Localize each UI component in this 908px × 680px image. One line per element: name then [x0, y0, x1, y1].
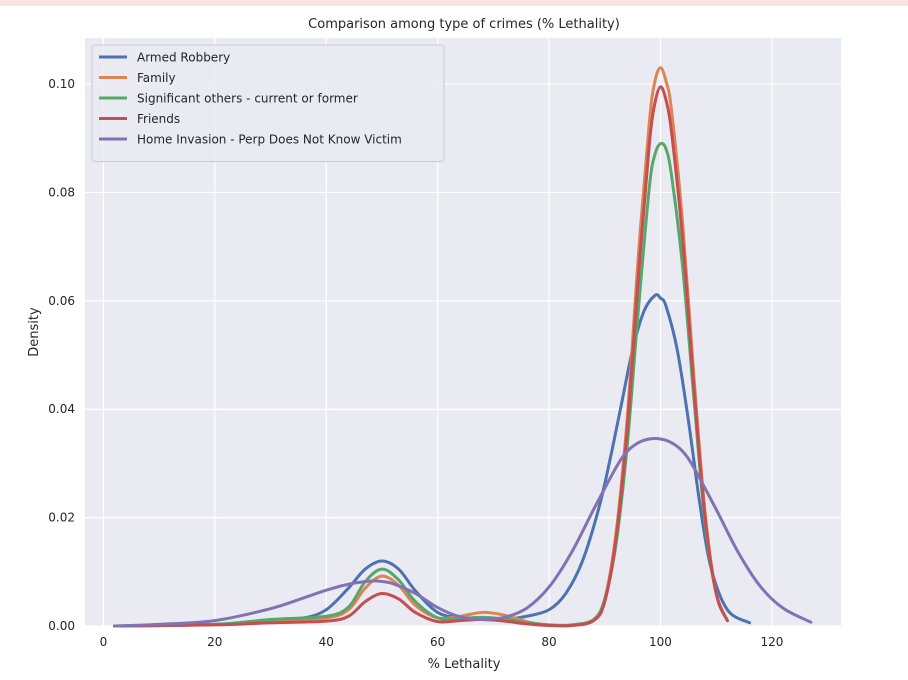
y-tick-label: 0.10 — [48, 77, 75, 91]
legend-box — [91, 44, 445, 162]
top-strip — [0, 0, 908, 6]
x-tick-label: 120 — [760, 635, 783, 649]
series-layer — [113, 66, 813, 628]
x-tick-label: 100 — [649, 635, 672, 649]
y-tick-label: 0.00 — [48, 619, 75, 633]
y-axis-ticks: 0.00 0.02 0.04 0.06 0.08 0.10 — [48, 77, 75, 633]
x-axis-label: % Lethality — [428, 657, 501, 672]
y-axis-label: Density — [27, 307, 42, 357]
legend-label: Friends — [137, 112, 180, 126]
x-tick-label: 20 — [207, 635, 222, 649]
x-tick-label: 0 — [100, 635, 108, 649]
chart-title: Comparison among type of crimes (% Letha… — [308, 17, 620, 32]
y-tick-label: 0.02 — [48, 511, 75, 525]
x-tick-label: 80 — [541, 635, 556, 649]
legend-label: Significant others - current or former — [137, 92, 358, 106]
legend-label: Family — [137, 71, 176, 85]
series-line-5 — [113, 437, 813, 628]
x-tick-label: 60 — [430, 635, 445, 649]
legend-label: Home Invasion - Perp Does Not Know Victi… — [137, 133, 402, 147]
legend: Armed Robbery Family Significant others - … — [91, 44, 445, 162]
x-tick-label: 40 — [319, 635, 334, 649]
y-tick-label: 0.08 — [48, 185, 75, 199]
legend-label: Armed Robbery — [137, 51, 230, 65]
series-line-1 — [113, 293, 752, 628]
x-axis-ticks: 0 20 40 60 80 100 120 — [100, 635, 784, 649]
y-tick-label: 0.06 — [48, 294, 75, 308]
y-tick-label: 0.04 — [48, 402, 75, 416]
series-line-4 — [113, 85, 729, 628]
